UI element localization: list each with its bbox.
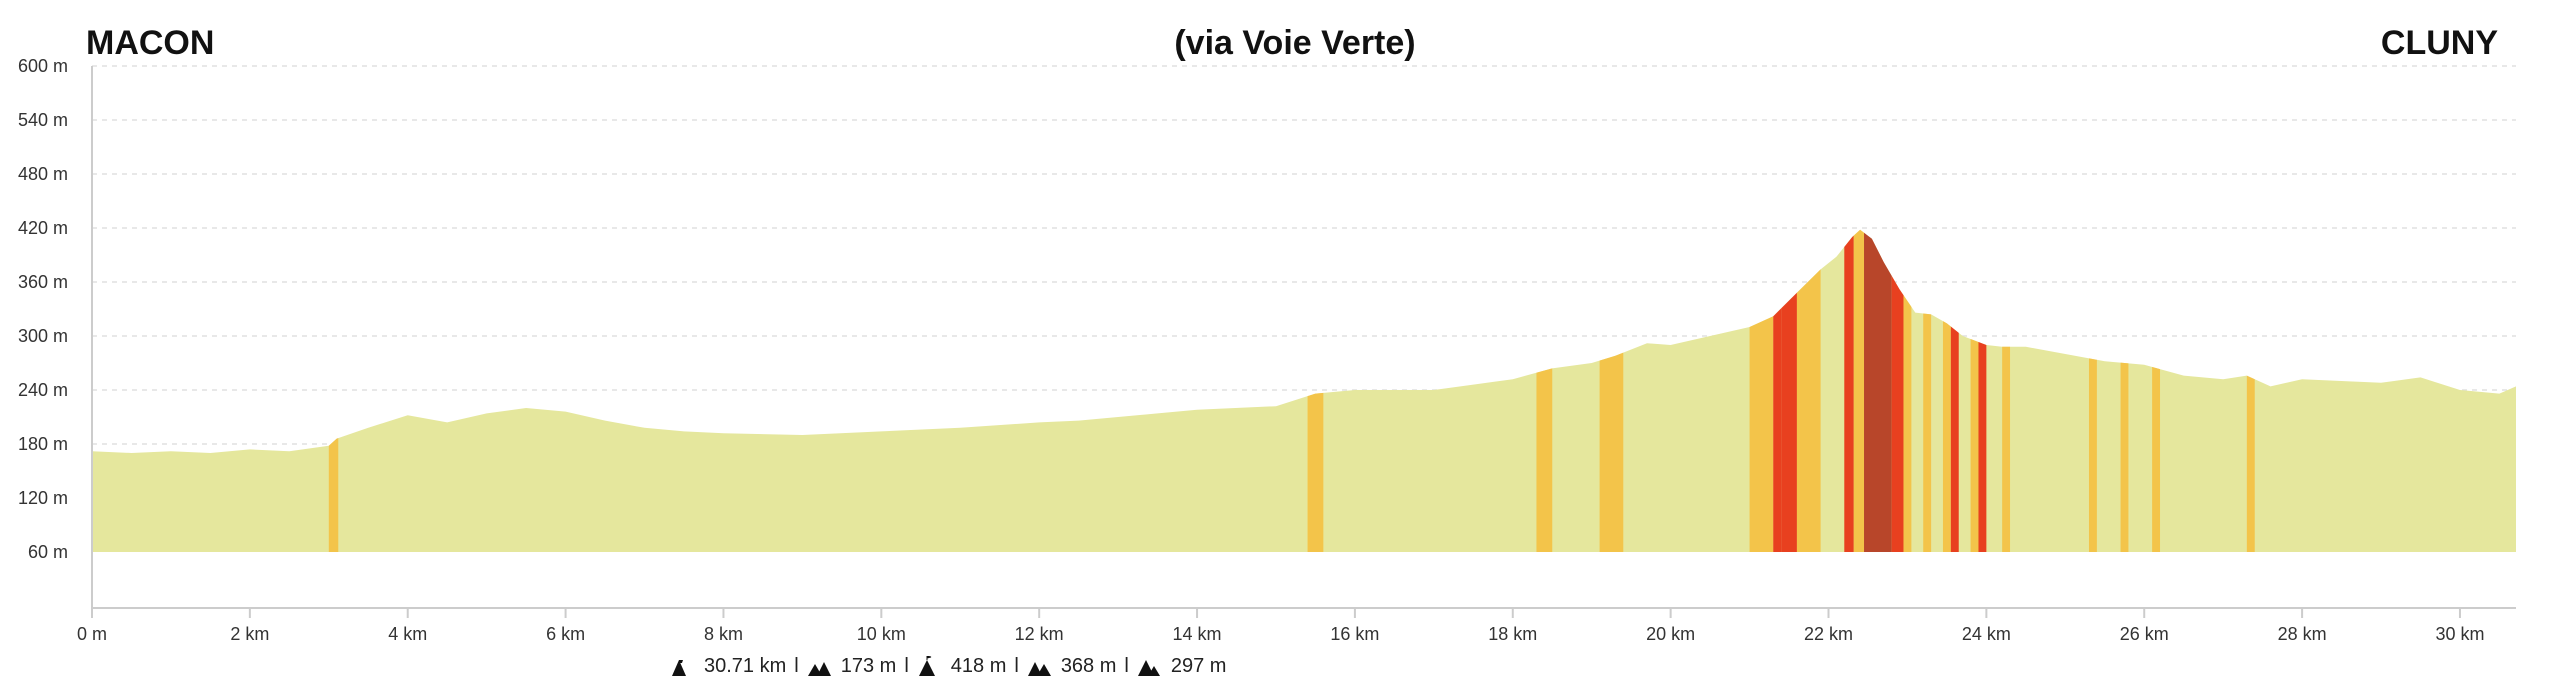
- gradient-band-light: [2002, 229, 2011, 552]
- x-axis-ticks: 0 m 2 km 4 km 6 km 8 km 10 km 12 km 14 km 16 km 1…: [77, 608, 2484, 640]
- gradient-band-light: [2152, 229, 2161, 552]
- gradient-band-light: [2246, 229, 2255, 552]
- y-tick-label: 60 m: [28, 542, 68, 562]
- y-tick-label: 300 m: [18, 326, 68, 346]
- stat-value: 30.71 km: [704, 655, 787, 677]
- gradient-band-light: [1749, 229, 1774, 552]
- y-tick-label: 540 m: [18, 110, 68, 130]
- stat-value: 418 m: [950, 655, 1007, 677]
- gradient-band-light: [1796, 229, 1821, 552]
- gradient-band-medium: [1781, 229, 1797, 552]
- stat-item: 30.71 km l: [670, 655, 807, 678]
- x-tick-label: 24 km: [1962, 624, 2011, 640]
- x-tick-label: 2 km: [230, 624, 269, 640]
- route-subtitle: (via Voie Verte): [1174, 24, 1416, 62]
- descent-icon: [1027, 661, 1051, 676]
- gradient-band-light: [1923, 229, 1932, 552]
- stat-separator: l: [904, 655, 909, 677]
- y-tick-label: 600 m: [18, 56, 68, 76]
- max-altitude-icon: [918, 655, 935, 676]
- stat-separator: l: [1124, 655, 1129, 677]
- gradient-band-light: [328, 229, 339, 552]
- altitude-diff-icon: [1137, 659, 1160, 676]
- gradient-band-light: [1853, 229, 1865, 552]
- x-tick-label: 12 km: [1015, 624, 1064, 640]
- y-axis-ticks: 60 m 120 m 180 m 240 m 300 m 360 m 420 m 480 m 5…: [18, 56, 68, 562]
- axes: [91, 66, 2516, 609]
- x-tick-label: 20 km: [1646, 624, 1695, 640]
- gradient-band-light: [1599, 229, 1624, 552]
- gradient-band-medium: [1773, 229, 1782, 552]
- gradient-band-light: [1307, 229, 1324, 552]
- gradient-band-steep: [1864, 229, 1892, 552]
- x-tick-label: 28 km: [2278, 624, 2327, 640]
- x-tick-label: 8 km: [704, 624, 743, 640]
- stat-item: 368 m l: [1027, 655, 1137, 678]
- x-tick-label: 22 km: [1804, 624, 1853, 640]
- x-tick-label: 0 m: [77, 624, 107, 640]
- stat-item: 173 m l: [807, 655, 917, 678]
- gradient-band-light: [1970, 229, 1979, 552]
- y-tick-label: 360 m: [18, 272, 68, 292]
- y-tick-label: 480 m: [18, 164, 68, 184]
- y-tick-label: 180 m: [18, 434, 68, 454]
- x-tick-label: 6 km: [546, 624, 585, 640]
- gradient-band-light: [1536, 229, 1553, 552]
- route-stats: 30.71 km l 173 m l 418 m l 368 m l 297 m: [670, 655, 1234, 678]
- stat-value: 297 m: [1170, 655, 1227, 677]
- elevation-chart: 60 m 120 m 180 m 240 m 300 m 360 m 420 m 480 m 5…: [18, 56, 2516, 640]
- x-tick-label: 26 km: [2120, 624, 2169, 640]
- gradient-band-medium: [1950, 229, 1959, 552]
- x-tick-label: 14 km: [1173, 624, 1222, 640]
- y-tick-label: 240 m: [18, 380, 68, 400]
- x-tick-label: 16 km: [1330, 624, 1379, 640]
- distance-icon: [672, 659, 686, 676]
- y-tick-label: 420 m: [18, 218, 68, 238]
- gradient-band-light: [2088, 229, 2097, 552]
- stat-item: 418 m l: [917, 655, 1027, 678]
- stat-value: 368 m: [1060, 655, 1117, 677]
- stat-separator: l: [1014, 655, 1019, 677]
- gradient-band-medium: [1978, 229, 1987, 552]
- ascent-icon: [807, 661, 831, 676]
- start-title: MACON: [86, 24, 215, 62]
- gradient-band-light: [1942, 229, 1951, 552]
- x-tick-label: 4 km: [388, 624, 427, 640]
- gradient-band-medium: [1844, 229, 1854, 552]
- x-tick-label: 30 km: [2435, 624, 2484, 640]
- x-tick-label: 18 km: [1488, 624, 1537, 640]
- gradient-band-light: [2120, 229, 2129, 552]
- stat-value: 173 m: [840, 655, 897, 677]
- stat-separator: l: [794, 655, 799, 677]
- gradient-band-medium: [1891, 229, 1904, 552]
- end-title: CLUNY: [2380, 24, 2498, 62]
- x-tick-label: 10 km: [857, 624, 906, 640]
- y-tick-label: 120 m: [18, 488, 68, 508]
- gradient-band-light: [1903, 229, 1912, 552]
- stat-item: 297 m: [1137, 655, 1235, 678]
